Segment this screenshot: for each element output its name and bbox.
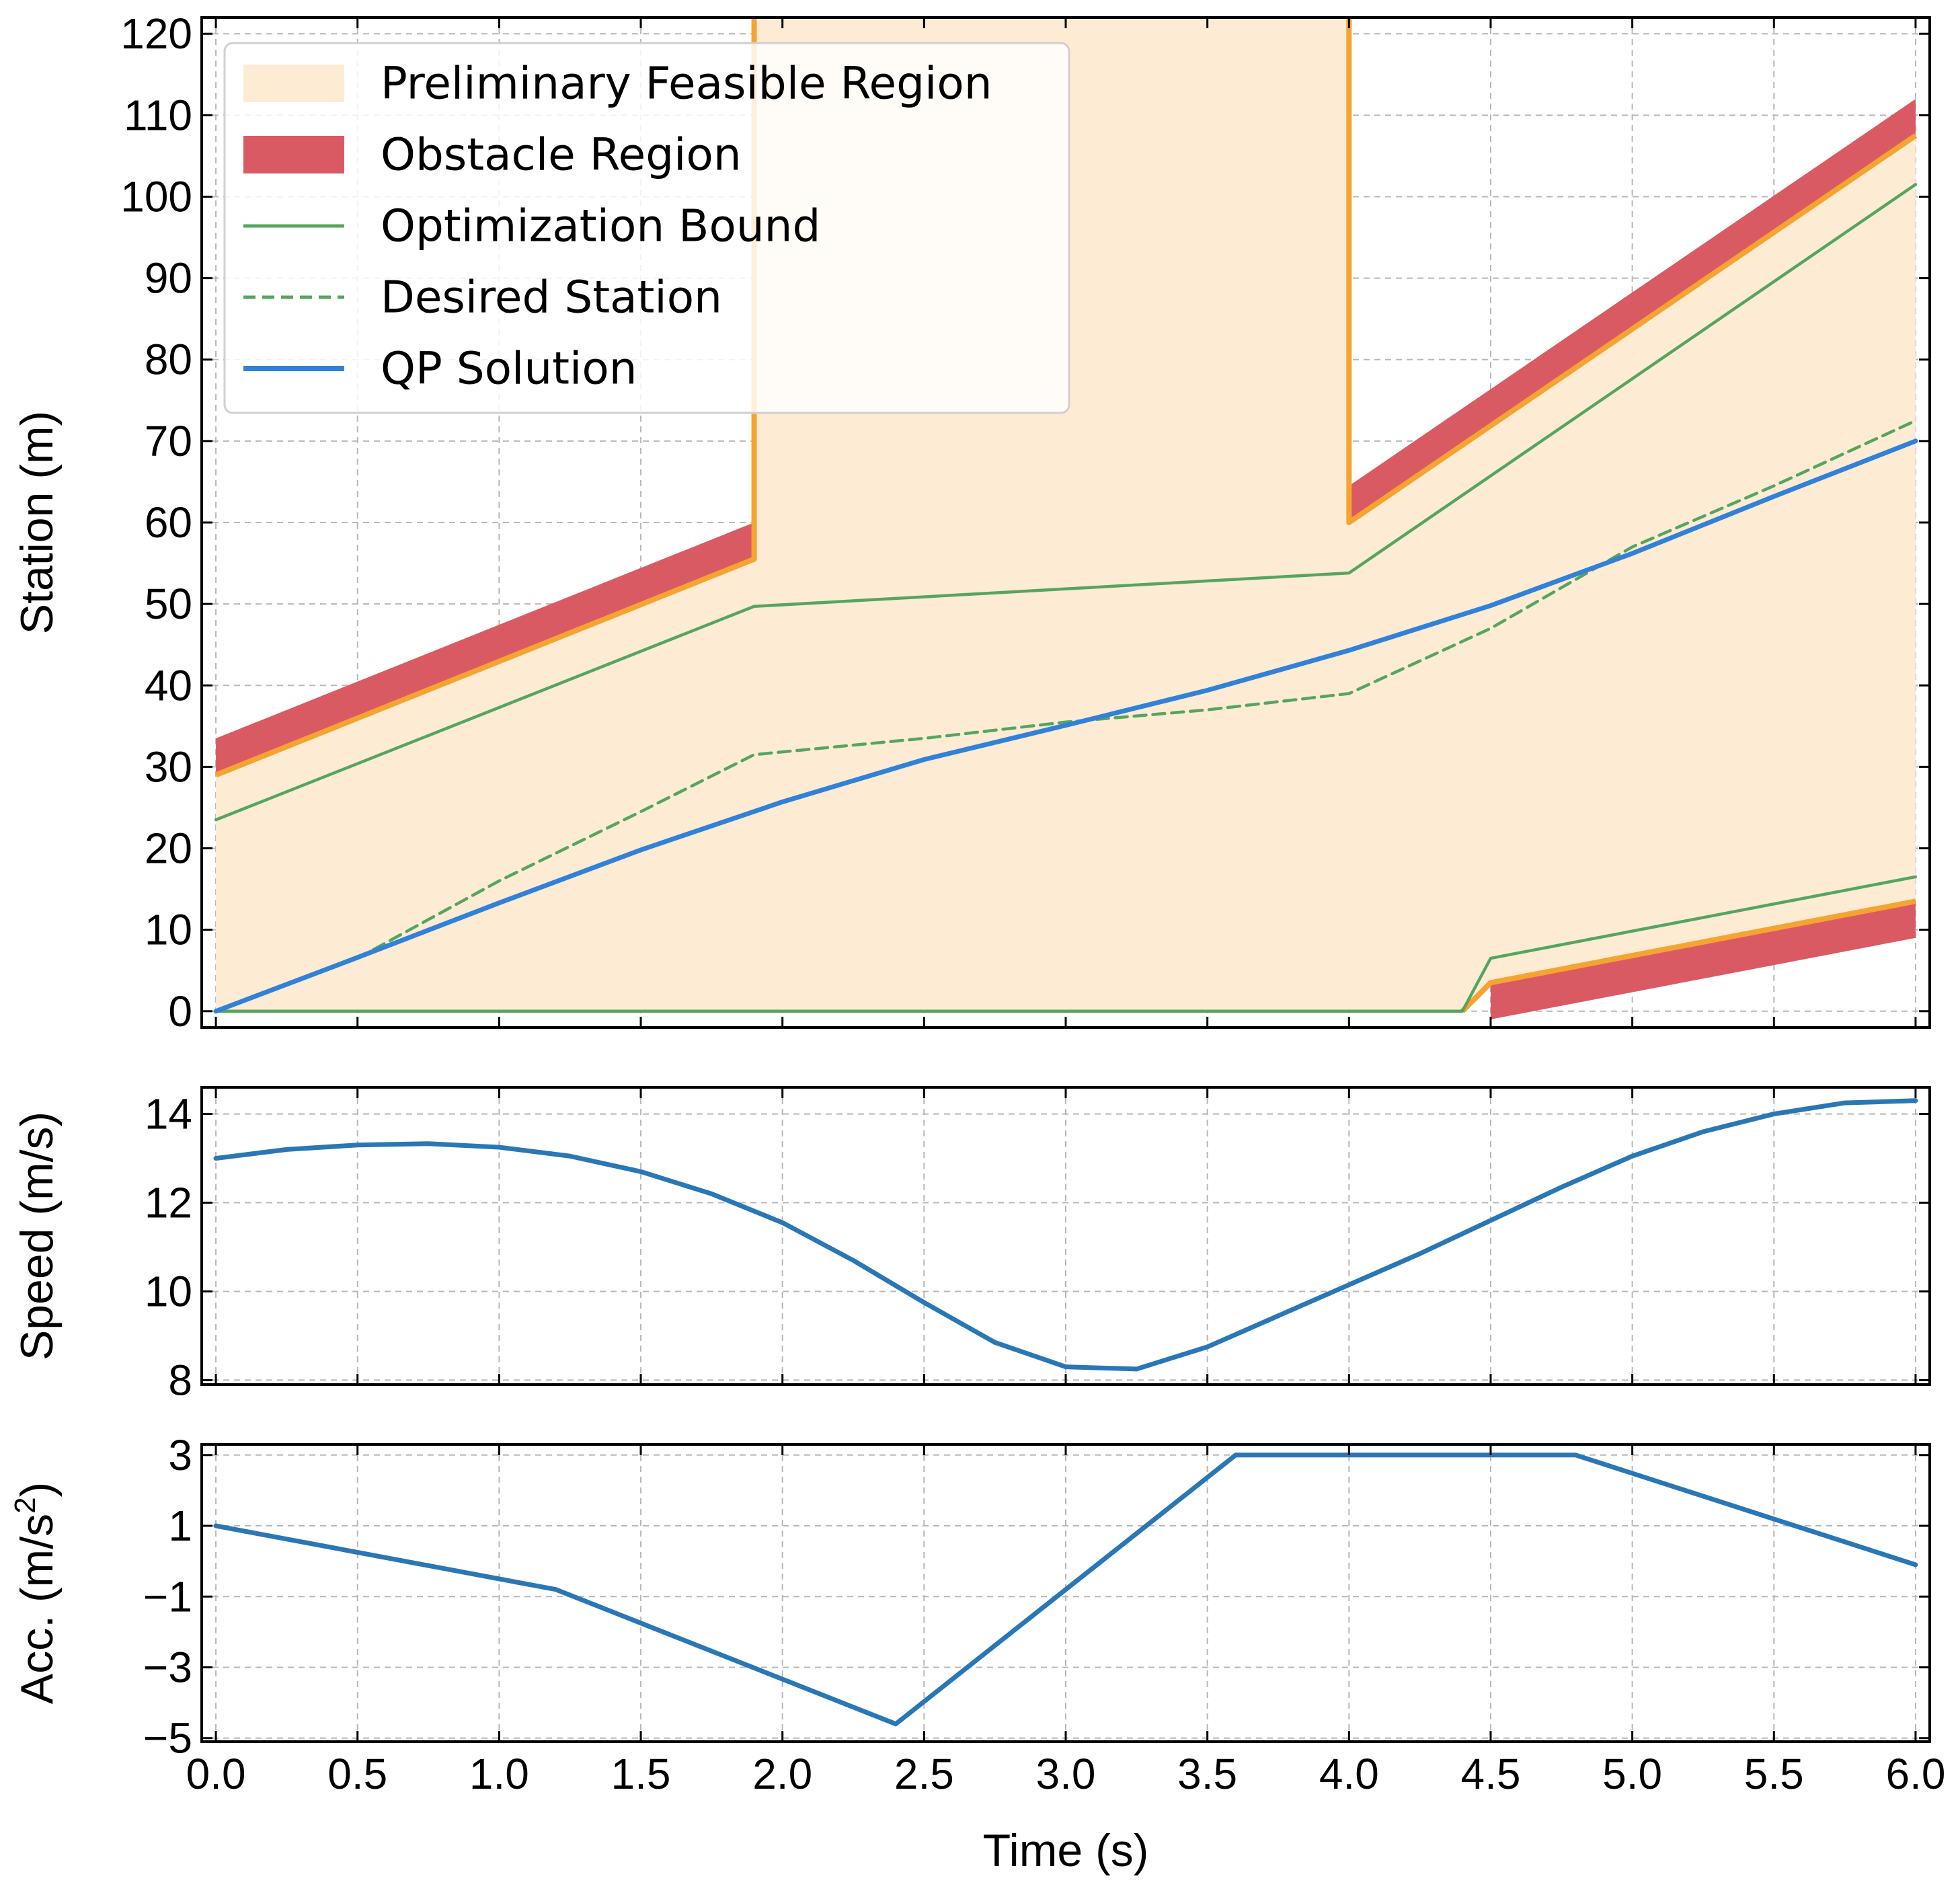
y-axis-label: Station (m) (11, 411, 63, 635)
y-tick-label: 0 (168, 987, 192, 1036)
y-axis-label-main: Acc. (m/s (11, 1514, 63, 1704)
y-tick-label: 40 (145, 661, 192, 709)
legend-label: Optimization Bound (381, 200, 820, 252)
x-tick-label: 5.0 (1602, 1750, 1662, 1798)
y-tick-label: 8 (168, 1356, 192, 1404)
y-tick-label: 10 (145, 906, 192, 954)
feasible-boundary-line (1460, 898, 1916, 1013)
y-axis-label: Acc. (m/s2) (9, 1482, 63, 1704)
x-tick-label: 2.5 (894, 1750, 954, 1798)
x-tick-label: 5.5 (1744, 1750, 1804, 1798)
y-tick-label: 60 (145, 498, 192, 547)
y-tick-label: 70 (145, 417, 192, 465)
y-tick-label: 3 (168, 1431, 192, 1479)
ticks (202, 1444, 1930, 1742)
y-tick-label: 90 (145, 254, 192, 303)
ticks (202, 1087, 1930, 1385)
y-tick-label: 50 (145, 580, 192, 628)
x-tick-label: 3.0 (1036, 1750, 1096, 1798)
x-tick-label: 6.0 (1885, 1750, 1945, 1798)
legend-label: Desired Station (381, 272, 722, 323)
y-tick-label: 120 (120, 9, 192, 58)
y-tick-label: −1 (143, 1572, 192, 1621)
legend-swatch-obstacle-region (243, 136, 344, 173)
y-axis-label-superscript: 2 (9, 1497, 42, 1513)
x-axis-label: Time (s) (983, 1825, 1149, 1876)
plot-area (213, 1452, 1918, 1727)
y-axis-label-end: ) (11, 1482, 63, 1498)
obstacle-region (1349, 99, 1916, 522)
obstacle-region (1490, 901, 1916, 1019)
legend: Preliminary Feasible Region Obstacle Regi… (223, 42, 1070, 414)
y-tick-label: 30 (145, 742, 192, 791)
legend-label: Preliminary Feasible Region (381, 58, 992, 110)
y-tick-label: 80 (145, 336, 192, 384)
grid (202, 1087, 1930, 1385)
x-tick-label: 4.0 (1319, 1750, 1379, 1798)
y-axis-label: Speed (m/s) (11, 1112, 63, 1360)
x-tick-label: 0.0 (186, 1750, 246, 1798)
legend-label: Obstacle Region (381, 129, 742, 181)
feasible-boundary-line (1346, 17, 1918, 525)
y-tick-label: 110 (124, 91, 192, 139)
ticks (202, 17, 1930, 1028)
desired-station-line (214, 419, 1918, 1013)
y-tick-label: 10 (145, 1267, 192, 1315)
y-tick-label: 20 (145, 824, 192, 873)
x-tick-label: 3.5 (1177, 1750, 1237, 1798)
y-tick-label: −3 (143, 1643, 192, 1692)
y-tick-label: 14 (145, 1090, 192, 1138)
x-tick-label: 1.5 (611, 1750, 671, 1798)
optimization-bound-upper-line (214, 183, 1918, 822)
obstacle-region (216, 522, 754, 775)
grid (202, 1444, 1930, 1742)
y-tick-label: 12 (145, 1179, 192, 1227)
station-panel: 0 10 20 30 40 50 60 70 80 90 100 110 120 Station (m) P… (11, 9, 1931, 1036)
y-tick-label: −5 (143, 1714, 192, 1762)
speed-line (213, 1098, 1918, 1372)
legend-box (223, 42, 1070, 414)
x-tick-label: 4.5 (1460, 1750, 1520, 1798)
qp-solution-line (213, 438, 1918, 1014)
x-tick-label: 1.0 (469, 1750, 529, 1798)
acceleration-line (213, 1452, 1918, 1727)
plot-area (213, 1098, 1918, 1372)
y-tick-label: 1 (168, 1502, 192, 1550)
legend-label: QP Solution (381, 343, 637, 395)
x-tick-label: 0.5 (327, 1750, 387, 1798)
feasible-region (216, 17, 1916, 1011)
speed-panel: 8 10 12 14 Speed (m/s) (11, 1086, 1931, 1404)
optimization-bound-lower-line (214, 875, 1918, 1013)
y-tick-label: 100 (120, 172, 192, 221)
legend-swatch-preliminary-feasible-region (243, 65, 344, 102)
acceleration-panel: −5 −3 −1 1 3 0.0 0.5 1.0 1.5 2.0 2.5 3.0 3.5 4.0 4.5 5.… (9, 1431, 1945, 1876)
x-tick-label: 2.0 (752, 1750, 812, 1798)
